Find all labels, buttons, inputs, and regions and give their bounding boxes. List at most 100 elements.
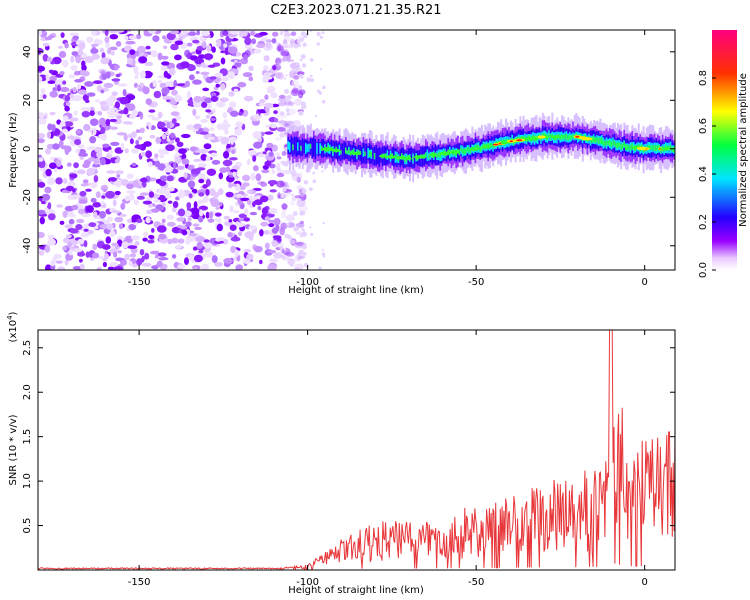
spectrogram-cell [205, 178, 211, 187]
spectrogram-cell [293, 267, 301, 270]
spectrogram-cell [126, 190, 136, 194]
spectrogram-cell [80, 232, 90, 238]
spectrogram-cell [233, 210, 240, 214]
spectrogram-cell [190, 146, 197, 152]
spectrogram-cell [115, 41, 122, 47]
spectrogram-cell [192, 108, 197, 116]
spectrogram-ridge-cell [461, 148, 464, 154]
spectrogram-hotspot-peak [575, 135, 580, 138]
spectrogram-ridge-cell [301, 138, 304, 156]
spectrogram-ridge-cell [562, 134, 565, 140]
spectrogram-cell [147, 30, 157, 34]
spectrogram-cell [91, 30, 97, 37]
spectrogram-cell [299, 58, 303, 62]
spectrogram-cell [62, 210, 68, 218]
spectrogram-cell [101, 73, 108, 80]
spectrogram-ridge-cell [319, 143, 322, 154]
spectrogram-cell [131, 109, 138, 117]
spectrogram-cell [155, 136, 162, 144]
spectrogram-ridge-cell [596, 137, 599, 143]
spectrogram-cell [185, 240, 191, 245]
spectrogram-cell [216, 123, 223, 130]
spectrogram-cell [266, 142, 274, 149]
spectrogram-cell [193, 201, 198, 209]
spectrogram-cell [252, 201, 256, 208]
spectrogram-cell [302, 251, 307, 256]
spectrogram-cell [227, 232, 233, 238]
spectrogram-cell [114, 190, 121, 196]
spectrogram-ridge-cell [423, 154, 426, 159]
spectrogram-ridge-cell [372, 147, 375, 165]
spectrogram-cell [116, 115, 122, 119]
spectrogram-cell [113, 266, 123, 270]
spectrogram-cell [86, 205, 94, 213]
spectrogram-cell [157, 80, 163, 83]
spectrogram-cell [60, 32, 65, 38]
spectrogram-cell [148, 234, 155, 239]
spectrogram-x-tick-label: -150 [128, 277, 151, 288]
spectrogram-cell [127, 121, 133, 125]
spectrogram-ridge-cell [649, 145, 651, 150]
spectrogram-cell [83, 228, 89, 232]
spectrogram-cell [255, 113, 260, 122]
spectrogram-cell [169, 132, 176, 139]
spectrogram-cell [264, 147, 274, 153]
spectrogram-cell [277, 97, 287, 102]
spectrogram-cell [276, 156, 282, 160]
spectrogram-cell [90, 48, 99, 54]
spectrogram-cell [175, 137, 180, 143]
spectrogram-cell [259, 259, 263, 265]
spectrogram-cell [86, 92, 96, 97]
spectrogram-cell [169, 30, 180, 35]
spectrogram-cell [66, 162, 72, 167]
spectrogram-cell [152, 79, 157, 88]
spectrogram-cell [293, 75, 300, 80]
spectrogram-cell [76, 169, 86, 175]
spectrogram-ridge-cell [607, 140, 610, 145]
spectrogram-cell [115, 73, 121, 78]
spectrogram-ridge-cell [549, 134, 552, 141]
spectrogram-cell [198, 215, 204, 223]
spectrogram-cell [268, 207, 278, 215]
spectrogram-cell [104, 30, 109, 36]
spectrogram-cell [267, 250, 277, 254]
spectrogram-ridge-cell [618, 142, 621, 148]
spectrogram-cell [143, 231, 149, 238]
spectrogram-cell [228, 219, 233, 223]
spectrogram-cell [46, 143, 55, 150]
spectrogram-cell [302, 229, 305, 232]
spectrogram-cell [180, 225, 188, 230]
spectrogram-cell [136, 45, 146, 54]
spectrogram-cell [301, 244, 307, 250]
spectrogram-cell [128, 35, 137, 40]
spectrogram-cell [246, 158, 251, 166]
spectrogram-cell [192, 223, 200, 227]
spectrogram-cell [247, 190, 253, 194]
spectrogram-cell [318, 91, 323, 95]
spectrogram-cell [252, 155, 257, 162]
spectrogram-panel: -150 -100 -50 0 -40 -20 0 20 40 Height of strai… [8, 29, 676, 296]
spectrogram-ridge-cell [599, 138, 602, 144]
spectrogram-cell [38, 138, 45, 144]
spectrogram-cell [276, 163, 281, 171]
snr-x-tick-label: -50 [468, 577, 484, 588]
spectrogram-ridge-cell [404, 156, 407, 162]
spectrogram-cell [126, 173, 134, 179]
spectrogram-cell [147, 114, 155, 118]
spectrogram-cell [210, 117, 216, 122]
colorbar-tick-label: 0.0 [698, 262, 709, 278]
spectrogram-cell [93, 211, 98, 219]
spectrogram-cell [186, 124, 194, 131]
spectrogram-cell [174, 94, 183, 103]
spectrogram-cell [290, 31, 297, 36]
spectrogram-cell [224, 128, 229, 135]
snr-y-multiplier: (x104) [6, 311, 19, 342]
spectrogram-cell [89, 118, 99, 126]
spectrogram-cell [127, 133, 135, 139]
spectrogram-cell [139, 82, 145, 88]
spectrogram-cell [122, 89, 127, 97]
spectrogram-cell [322, 85, 326, 90]
spectrogram-cell [309, 58, 314, 62]
spectrogram-hotspot [551, 135, 561, 139]
